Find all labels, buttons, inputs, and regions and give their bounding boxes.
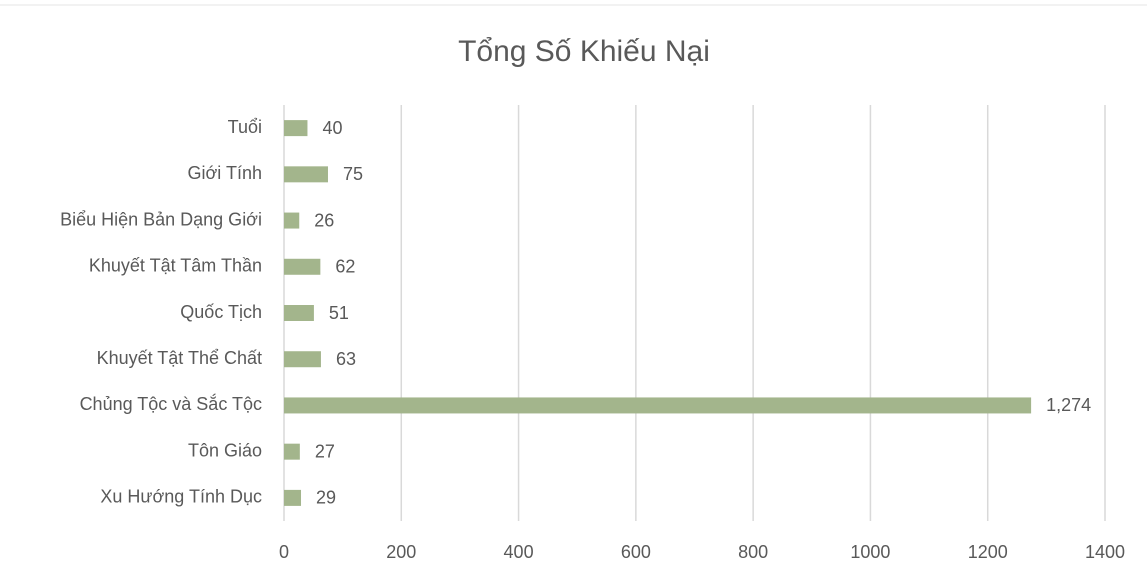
data-label: 27 <box>315 441 335 461</box>
y-tick-label: Biểu Hiện Bản Dạng Giới <box>60 209 262 229</box>
bar <box>284 258 321 275</box>
y-tick-label: Tôn Giáo <box>188 440 262 460</box>
bar <box>284 397 1032 414</box>
x-tick-label: 800 <box>738 542 768 562</box>
data-label: 40 <box>322 118 342 138</box>
x-tick-label: 1200 <box>968 542 1008 562</box>
y-tick-label: Quốc Tịch <box>180 302 262 322</box>
bar <box>284 351 321 368</box>
data-label: 63 <box>336 349 356 369</box>
y-tick-label: Khuyết Tật Thể Chất <box>97 348 262 368</box>
bar <box>284 212 300 229</box>
data-label: 29 <box>316 488 336 508</box>
bar <box>284 443 300 460</box>
data-label: 62 <box>335 257 355 277</box>
data-label: 1,274 <box>1046 395 1091 415</box>
bar <box>284 166 328 183</box>
x-tick-label: 600 <box>621 542 651 562</box>
data-label: 26 <box>314 210 334 230</box>
y-tick-label: Khuyết Tật Tâm Thần <box>89 256 262 276</box>
x-tick-label: 0 <box>279 542 289 562</box>
bar <box>284 120 308 137</box>
x-tick-label: 200 <box>386 542 416 562</box>
x-tick-label: 1000 <box>850 542 890 562</box>
y-tick-label: Giới Tính <box>188 163 263 183</box>
chart-title: Tổng Số Khiếu Nại <box>458 35 710 68</box>
data-label: 51 <box>329 303 349 323</box>
x-tick-label: 400 <box>504 542 534 562</box>
y-tick-label: Chủng Tộc và Sắc Tộc <box>80 393 262 414</box>
data-label: 75 <box>343 164 363 184</box>
y-tick-label: Tuổi <box>228 117 262 137</box>
bar <box>284 305 314 321</box>
x-tick-label: 1400 <box>1085 542 1125 562</box>
bar <box>284 489 302 506</box>
y-tick-label: Xu Hướng Tính Dục <box>100 487 262 507</box>
